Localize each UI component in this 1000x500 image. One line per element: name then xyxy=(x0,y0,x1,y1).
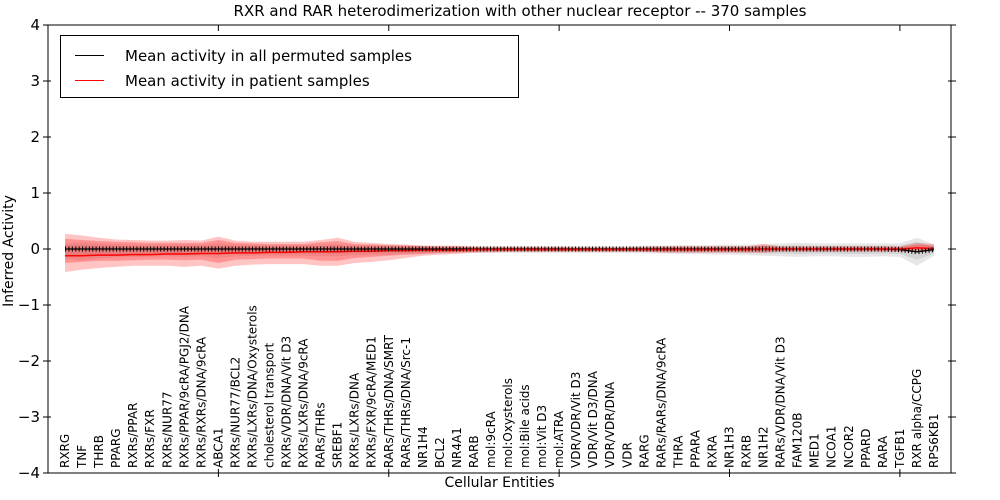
x-category-label: RXRA xyxy=(705,435,719,468)
x-category-label: RARs/THRs/DNA/Src-1 xyxy=(399,337,413,468)
x-category-label: NCOR2 xyxy=(842,425,856,468)
band-permuted-spread-outer xyxy=(65,237,934,266)
x-category-label: TNF xyxy=(75,445,89,469)
x-category-label: RXRs/NUR77/BCL2 xyxy=(228,357,242,468)
x-category-label: MED1 xyxy=(808,433,822,468)
x-category-label: TGFB1 xyxy=(893,429,907,469)
x-category-label: RXRs/VDR/DNA/Vit D3 xyxy=(280,336,294,468)
x-category-label: FAM120B xyxy=(791,413,805,469)
x-category-label: mol:Oxysterols xyxy=(501,378,515,468)
x-category-label: RXRs/FXR xyxy=(143,409,157,468)
legend-item-permuted: Mean activity in all permuted samples xyxy=(75,43,518,68)
y-tick-label: 1 xyxy=(30,184,40,202)
x-category-label: NR1H3 xyxy=(723,426,737,468)
x-category-label: ABCA1 xyxy=(211,428,225,468)
x-category-label: RXRs/PPAR/9cRA/PGJ2/DNA xyxy=(177,305,191,468)
x-category-label: PPARG xyxy=(109,428,123,468)
y-tick-label: 0 xyxy=(30,240,40,258)
y-tick-label: −3 xyxy=(18,408,40,426)
x-category-label: RARG xyxy=(637,434,651,468)
x-category-label: mol:ATRA xyxy=(552,410,566,468)
x-category-label: VDR/VDR/Vit D3 xyxy=(569,372,583,468)
x-category-label: RARA xyxy=(876,435,890,468)
y-tick-label: −1 xyxy=(18,296,40,314)
band-patient-spread-inner xyxy=(65,238,934,263)
legend-line-red xyxy=(75,80,104,81)
legend-item-patient: Mean activity in patient samples xyxy=(75,68,518,93)
x-category-label: NCOA1 xyxy=(825,426,839,468)
legend-line-black xyxy=(75,55,104,56)
x-category-label: RPS6KB1 xyxy=(927,413,941,468)
y-tick-label: 2 xyxy=(30,128,40,146)
x-category-label: RXRs/LXRs/DNA xyxy=(348,372,362,468)
x-category-label: RXRs/LXRs/DNA/9cRA xyxy=(297,338,311,468)
x-category-label: SREBF1 xyxy=(331,422,345,468)
y-tick-label: 4 xyxy=(30,16,40,34)
x-category-label: NR4A1 xyxy=(450,427,464,468)
x-category-label: VDR/VDR/DNA xyxy=(603,381,617,468)
band-patient-spread-outer xyxy=(65,233,934,272)
x-category-label: BCL2 xyxy=(433,437,447,468)
x-category-label: THRA xyxy=(671,435,685,469)
x-category-label: RXRs/FXR/9cRA/MED1 xyxy=(365,336,379,468)
series-patient-mean-line xyxy=(65,247,934,257)
x-category-label: RARs/THRs xyxy=(314,402,328,468)
x-category-label: RXRs/LXRs/DNA/Oxysterols xyxy=(245,305,259,468)
chart-title: RXR and RAR heterodimerization with othe… xyxy=(233,2,807,20)
x-category-label: NR1H2 xyxy=(757,426,771,468)
x-category-label: RARs/THRs/DNA/SMRT xyxy=(382,334,396,468)
x-category-label: RARs/RARs/DNA/9cRA xyxy=(654,337,668,468)
x-category-label: VDR/Vit D3/DNA xyxy=(586,370,600,468)
x-axis-label: Cellular Entities xyxy=(444,475,555,491)
x-category-label: mol:9cRA xyxy=(484,411,498,468)
x-category-label: PPARA xyxy=(688,429,702,468)
x-category-label: RXRB xyxy=(740,435,754,468)
x-category-label: mol:Bile acids xyxy=(518,384,532,468)
x-category-label: NR1H4 xyxy=(416,426,430,468)
y-tick-label: 3 xyxy=(30,72,40,90)
x-category-label: RXRs/NUR77 xyxy=(160,391,174,468)
x-category-label: RXRG xyxy=(58,434,72,468)
y-tick-label: −2 xyxy=(18,352,40,370)
x-category-label: RXRs/RXRs/DNA/9cRA xyxy=(194,336,208,468)
legend-label: Mean activity in patient samples xyxy=(125,71,370,90)
band-permuted-spread-inner xyxy=(65,241,934,260)
x-category-label: VDR xyxy=(620,442,634,468)
x-category-label: THRB xyxy=(92,435,106,469)
y-tick-label: −4 xyxy=(18,464,40,482)
x-category-label: RARB xyxy=(467,435,481,468)
legend: Mean activity in all permuted samples Me… xyxy=(60,35,519,98)
x-category-label: RXR alpha/CCPG xyxy=(910,369,924,468)
x-category-label: RARs/VDR/DNA/Vit D3 xyxy=(774,336,788,468)
legend-label: Mean activity in all permuted samples xyxy=(125,46,412,65)
x-category-label: RXRs/PPAR xyxy=(126,403,140,468)
x-category-label: mol:Vit D3 xyxy=(535,405,549,468)
x-category-label: cholesterol transport xyxy=(262,342,276,468)
x-category-label: PPARD xyxy=(859,429,873,469)
